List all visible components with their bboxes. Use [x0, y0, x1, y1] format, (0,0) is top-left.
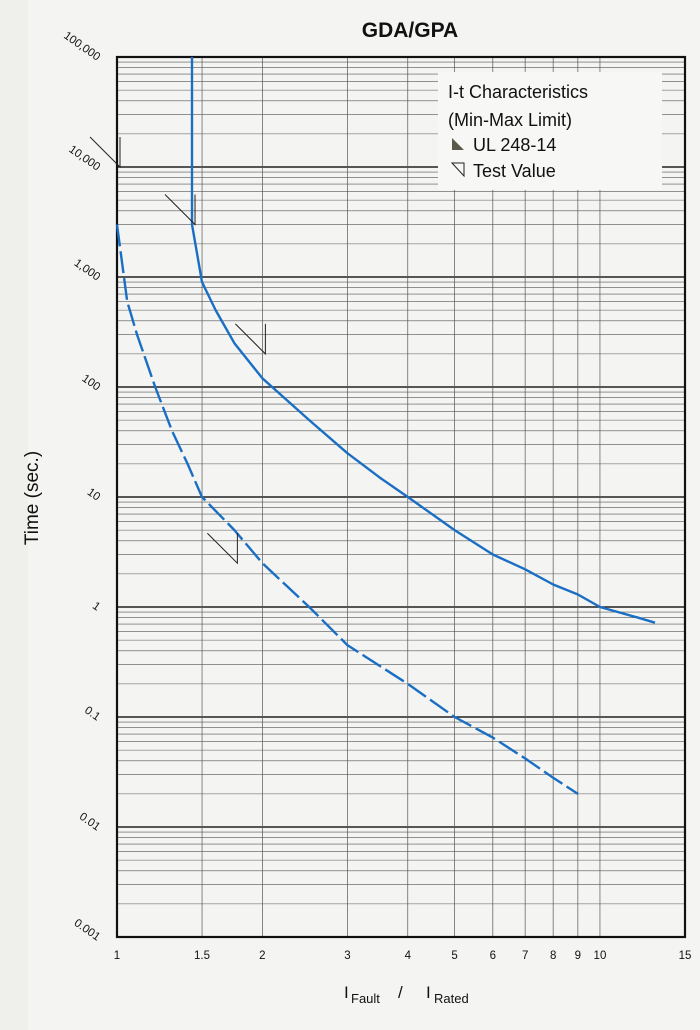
chart-title: GDA/GPA	[362, 19, 458, 42]
legend-title-line2: (Min-Max Limit)	[448, 110, 572, 130]
test-value-marker	[235, 323, 266, 356]
legend-item-ul: UL 248-14	[473, 135, 556, 155]
legend-box	[438, 72, 662, 190]
x-axis-label: I Fault / I Rated	[344, 983, 469, 1006]
y-tick-label: 100,000	[61, 30, 102, 64]
x-tick-label: 3	[344, 950, 350, 962]
legend-title-line1: I-t Characteristics	[448, 82, 588, 102]
y-tick-label: 0.1	[82, 704, 102, 723]
series	[115, 57, 656, 795]
x-label-slash: /	[398, 983, 403, 1002]
y-axis-label: Time (sec.)	[22, 451, 43, 545]
x-tick-labels: 1 1.5 2 3 4 5 6 7 8 9 10 15	[114, 950, 692, 962]
filled-triangle-icon	[452, 138, 464, 150]
grid	[116, 57, 686, 938]
x-tick-label: 6	[490, 950, 496, 962]
x-label-numerator-sub: Fault	[351, 991, 380, 1006]
x-tick-label: 4	[405, 950, 412, 962]
x-tick-label: 15	[679, 950, 692, 962]
x-label-numerator: I	[344, 983, 349, 1002]
y-tick-label: 1	[90, 600, 102, 614]
page-background-strip	[0, 0, 28, 1030]
legend-item-test: Test Value	[473, 161, 556, 181]
x-label-denominator: I	[426, 983, 431, 1002]
test-value-marker	[207, 532, 238, 565]
x-tick-label: 9	[575, 950, 581, 962]
y-tick-label: 0.001	[72, 917, 102, 943]
y-tick-label: 100	[80, 373, 103, 394]
legend: I-t Characteristics (Min-Max Limit) UL 2…	[438, 72, 662, 190]
x-label-denominator-sub: Rated	[434, 991, 469, 1006]
y-tick-label: 10	[85, 486, 102, 503]
x-tick-label: 7	[522, 950, 528, 962]
x-tick-label: 1.5	[194, 950, 210, 962]
test-value-marker	[164, 194, 196, 226]
x-tick-label: 8	[550, 950, 556, 962]
test-value-markers	[89, 136, 266, 565]
test-value-marker	[89, 136, 121, 169]
min-limit-curve	[115, 224, 579, 795]
max-limit-curve	[190, 57, 656, 624]
y-tick-labels: 100,000 10,000 1,000 100 10 1 0.1 0.01 0.001	[61, 30, 102, 944]
y-tick-label: 10,000	[66, 143, 102, 173]
x-tick-label: 2	[259, 950, 265, 962]
open-triangle-icon	[450, 162, 465, 178]
y-tick-label: 0.01	[77, 811, 102, 834]
x-tick-label: 1	[114, 950, 120, 962]
y-tick-label: 1,000	[72, 257, 102, 283]
plot-frame	[115, 55, 687, 939]
x-tick-label: 5	[451, 950, 457, 962]
x-tick-label: 10	[594, 950, 607, 962]
